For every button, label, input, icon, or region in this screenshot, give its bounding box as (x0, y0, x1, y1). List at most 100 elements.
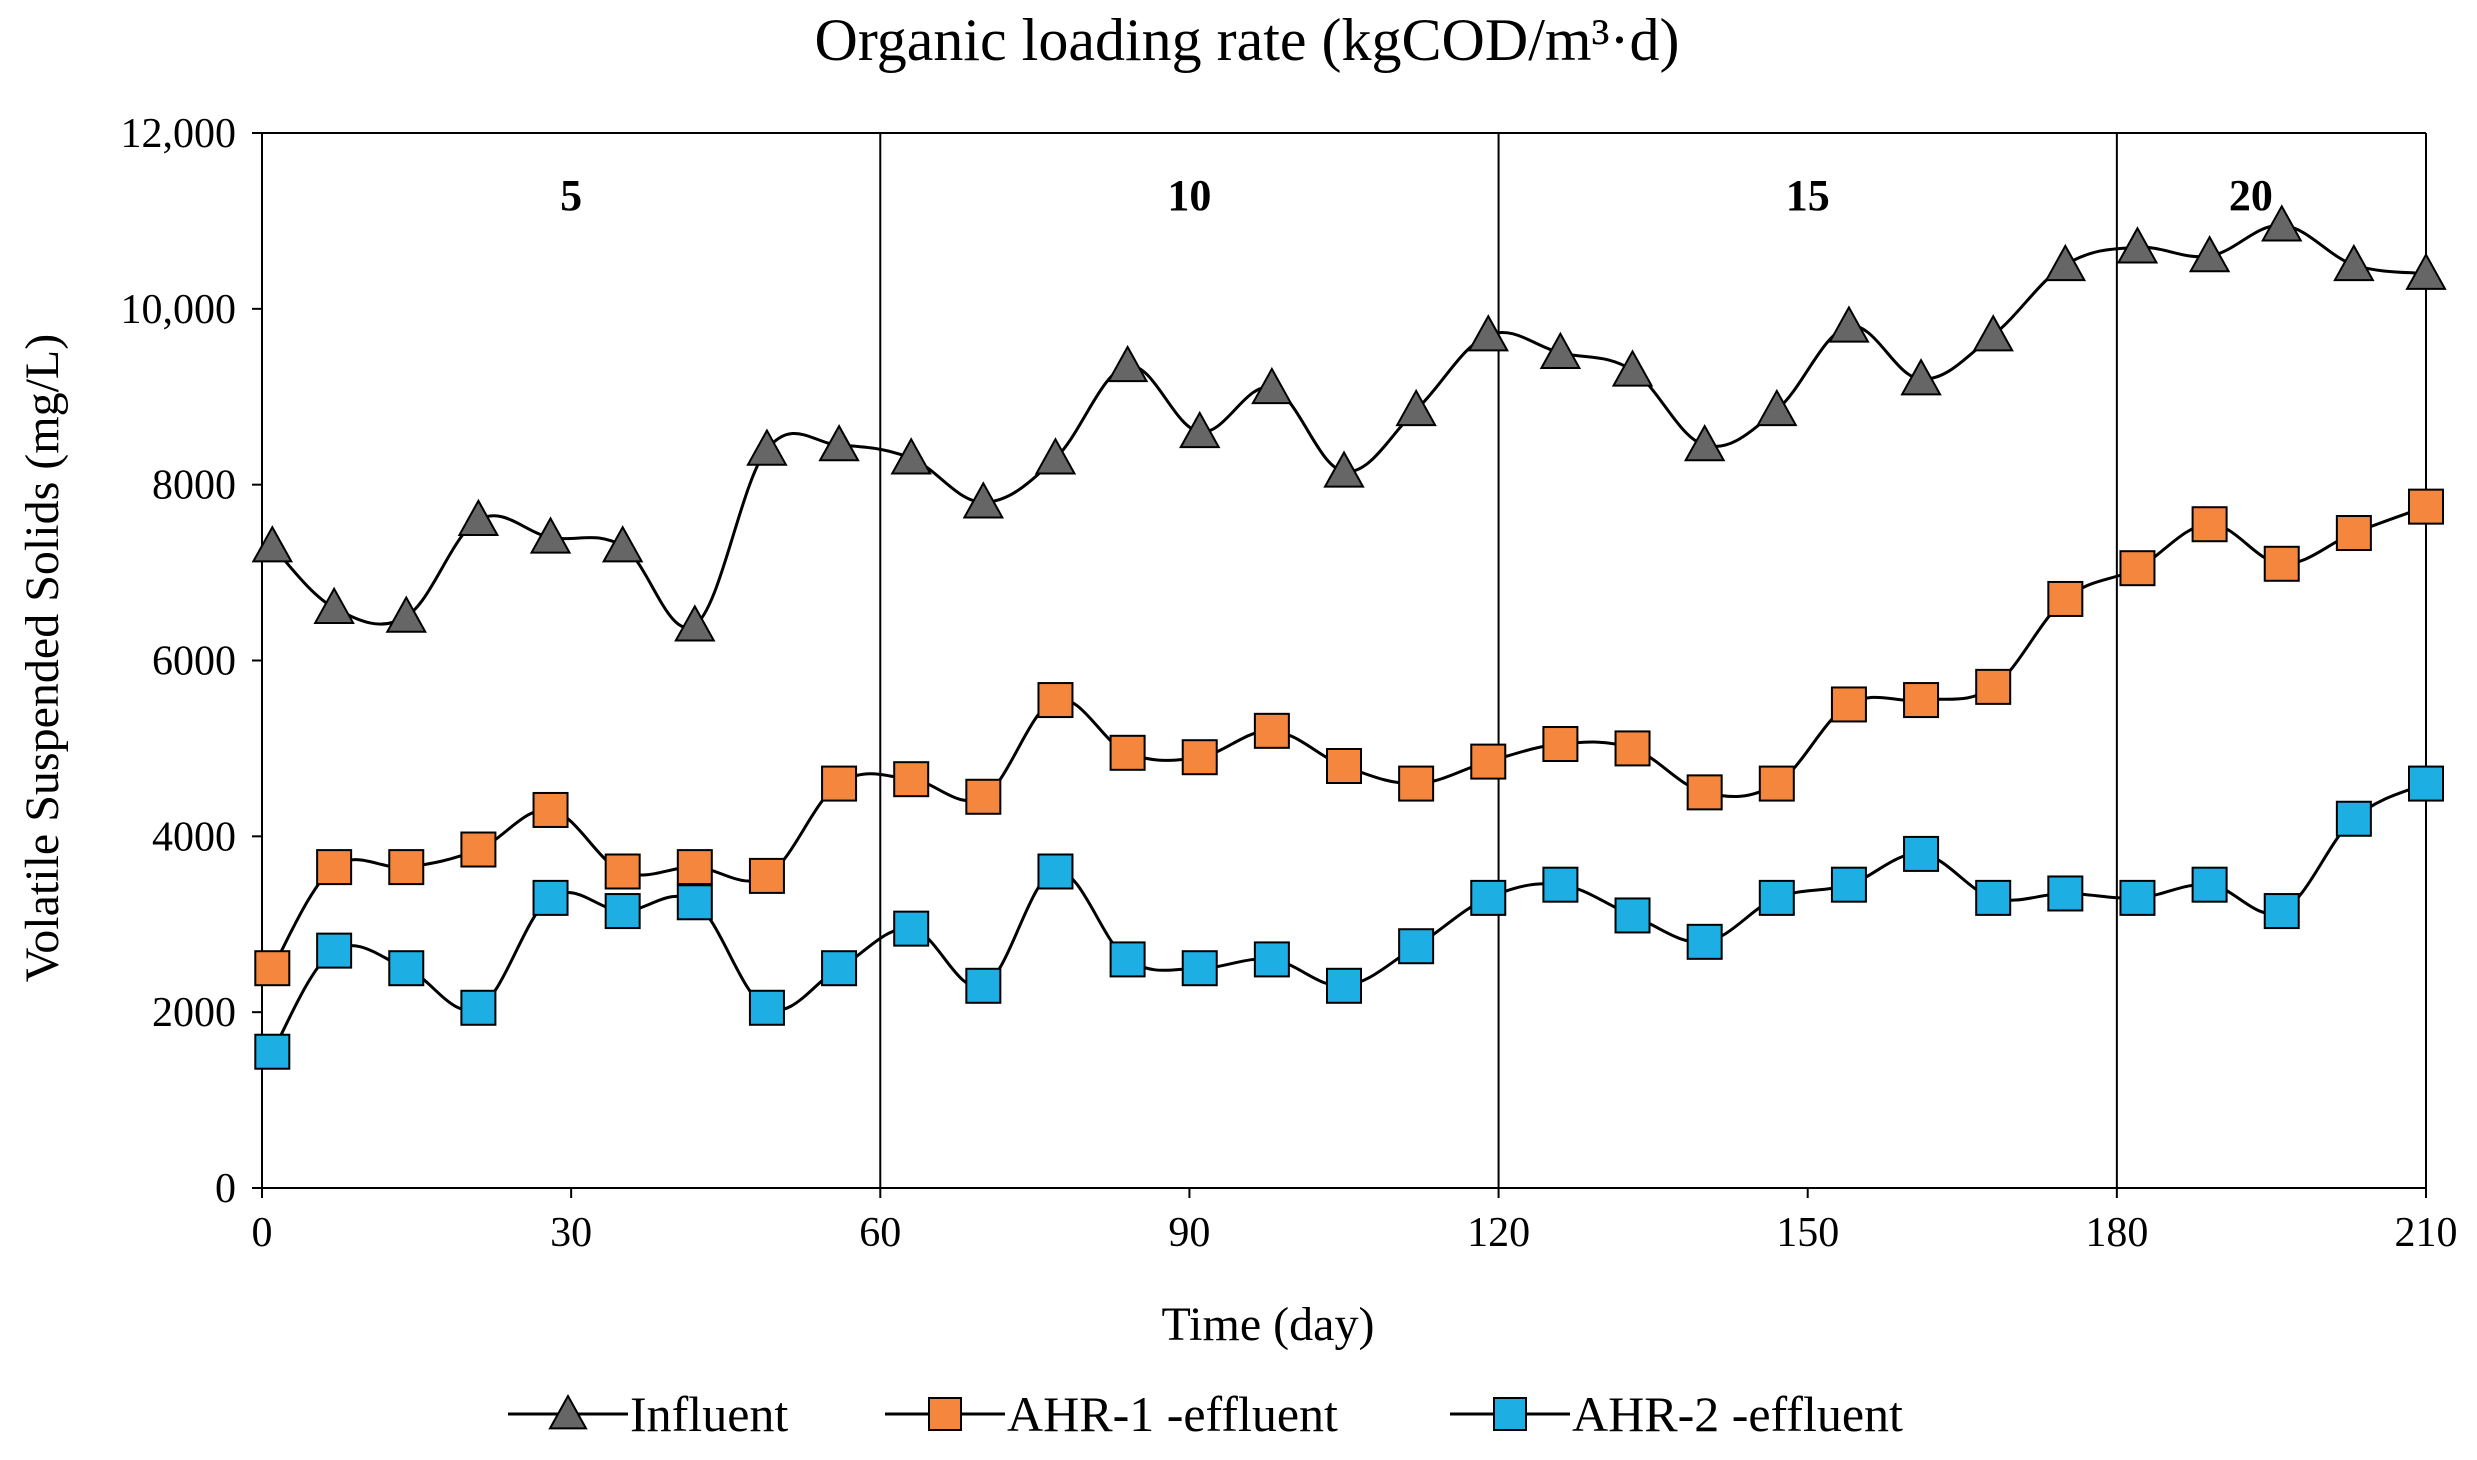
data-point (601, 525, 644, 563)
data-point (1253, 941, 1290, 978)
data-point (2044, 243, 2087, 282)
data-point (1106, 344, 1149, 383)
data-point (1398, 765, 1435, 802)
series-2 (254, 488, 2444, 987)
x-tick-label: 60 (859, 1210, 901, 1256)
data-point (1830, 866, 1867, 903)
data-point (604, 893, 641, 930)
y-tick-label: 12,000 (121, 111, 237, 157)
series-1 (251, 204, 2447, 642)
data-point (457, 498, 500, 537)
data-point (1395, 388, 1437, 427)
data-point (2408, 765, 2444, 802)
y-tick-label: 10,000 (121, 287, 237, 333)
x-tick-label: 120 (1467, 1210, 1530, 1256)
data-point (2047, 580, 2084, 617)
data-point (388, 950, 425, 987)
data-point (2047, 875, 2084, 912)
data-point (1037, 853, 1074, 890)
series-line (271, 782, 2427, 1053)
x-tick-label: 30 (550, 1210, 592, 1256)
data-point (2405, 252, 2447, 290)
data-point (1756, 388, 1798, 427)
legend-marker (1493, 1397, 1527, 1431)
series-layer (251, 204, 2447, 1070)
data-point (2116, 226, 2159, 264)
data-point (2191, 506, 2228, 543)
legend-label: AHR-2 -effluent (1572, 1386, 1903, 1442)
data-point (1326, 967, 1362, 1004)
data-point (1614, 897, 1651, 934)
data-point (748, 857, 785, 894)
data-point (2188, 235, 2231, 273)
x-axis-label: Time (day) (1162, 1298, 1375, 1351)
data-point (2191, 866, 2228, 903)
data-point (962, 481, 1005, 519)
data-point (1542, 866, 1579, 903)
data-point (2333, 243, 2375, 282)
series-line (271, 223, 2427, 630)
data-point (1181, 950, 1218, 987)
phase-dividers: 5 10 15 20 (560, 133, 2427, 1188)
data-point (1542, 726, 1579, 763)
data-point (1181, 739, 1218, 776)
data-point (2408, 488, 2444, 525)
legend-item-1: Influent (508, 1386, 788, 1442)
data-point (316, 932, 353, 969)
series-3 (254, 765, 2444, 1070)
data-point (1467, 314, 1509, 352)
data-point (2261, 204, 2303, 242)
data-point (676, 849, 713, 886)
data-point (316, 849, 353, 886)
x-tick-label: 150 (1776, 1210, 1839, 1256)
data-point (821, 765, 858, 802)
data-point (1251, 366, 1293, 405)
data-point (1611, 349, 1654, 387)
data-point (2263, 545, 2300, 582)
data-point (1903, 835, 1940, 872)
axis-ticks: 0 2000 4000 6000 8000 10,000 12,000 0 30 60 90 120 1… (121, 111, 2458, 1256)
data-point (818, 424, 860, 462)
series-line (271, 505, 2427, 969)
y-tick-label: 6000 (152, 639, 236, 685)
data-point (674, 604, 716, 642)
y-tick-label: 4000 (152, 814, 236, 860)
data-point (532, 791, 569, 828)
phase-label-20: 20 (2229, 171, 2273, 220)
legend-item-2: AHR-1 -effluent (885, 1386, 1338, 1442)
data-point (2119, 550, 2156, 587)
data-point (2263, 893, 2300, 930)
data-point (1398, 928, 1435, 965)
legend-label: AHR-1 -effluent (1007, 1386, 1338, 1442)
data-point (676, 884, 713, 921)
data-point (965, 778, 1002, 815)
data-point (890, 437, 932, 475)
legend: Influent AHR-1 -effluent AHR-2 -effluent (508, 1386, 1903, 1442)
data-point (1179, 410, 1221, 449)
legend-marker (548, 1393, 588, 1430)
x-tick-label: 0 (252, 1210, 273, 1256)
data-point (1686, 774, 1723, 811)
plot-area (261, 132, 2426, 1189)
data-point (604, 853, 641, 890)
data-point (313, 586, 355, 624)
data-point (1109, 941, 1146, 978)
data-point (1253, 712, 1290, 749)
data-point (1975, 879, 2012, 916)
data-point (1034, 437, 1077, 475)
data-point (2119, 879, 2156, 916)
legend-marker (928, 1397, 962, 1431)
chart-title: Organic loading rate (kgCOD/m³·d) (815, 7, 1680, 73)
data-point (460, 831, 497, 868)
data-point (1614, 730, 1651, 767)
phase-label-15: 15 (1786, 171, 1830, 220)
data-point (1830, 686, 1867, 723)
legend-item-3: AHR-2 -effluent (1450, 1386, 1903, 1442)
data-point (893, 761, 930, 798)
data-point (1686, 923, 1723, 960)
data-point (1900, 358, 1942, 396)
data-point (1037, 682, 1074, 719)
data-point (965, 967, 1002, 1004)
data-point (1975, 668, 2012, 705)
